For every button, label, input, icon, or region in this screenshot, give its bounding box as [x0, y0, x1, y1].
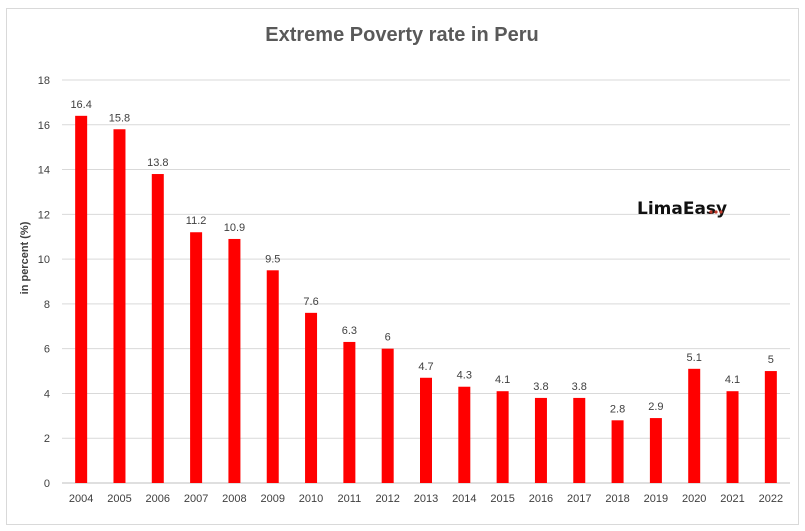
x-tick-label: 2018: [605, 493, 629, 505]
bar: [534, 397, 547, 483]
data-label: 6: [385, 332, 391, 344]
logo-dot: [714, 210, 718, 214]
bar: [266, 270, 279, 483]
gridlines: [62, 79, 790, 484]
bar: [496, 391, 509, 483]
data-label: 11.2: [186, 215, 207, 227]
logo-dot: [719, 210, 723, 214]
bar: [649, 418, 662, 483]
data-label: 16.4: [70, 99, 91, 111]
x-tick-label: 2021: [720, 493, 744, 505]
data-label: 13.8: [147, 157, 168, 169]
bar: [764, 371, 777, 483]
x-tick-label: 2017: [567, 493, 591, 505]
data-label: 6.3: [342, 325, 357, 337]
data-label: 2.8: [610, 403, 625, 415]
chart-title: Extreme Poverty rate in Peru: [265, 24, 538, 46]
y-tick-label: 0: [44, 478, 50, 490]
bar: [113, 129, 126, 483]
bar: [75, 115, 88, 484]
y-tick-label: 14: [38, 165, 50, 177]
bar: [726, 391, 739, 483]
data-label: 3.8: [572, 381, 587, 393]
data-labels: 16.4 15.8 13.8 11.2 10.9 9.5 7.6 6.3 6 4.7 4.3 4.1 3…: [70, 99, 773, 415]
bar: [228, 238, 241, 483]
x-tick-label: 2020: [682, 493, 706, 505]
bar: [573, 397, 586, 483]
x-tick-label: 2016: [529, 493, 553, 505]
x-tick-label: 2010: [299, 493, 323, 505]
data-label: 4.1: [725, 374, 740, 386]
x-tick-labels: 2004 2005 2006 2007 2008 2009 2010 2011 2012 2013…: [69, 493, 783, 505]
y-tick-label: 4: [44, 388, 50, 400]
x-tick-label: 2006: [146, 493, 170, 505]
data-label: 15.8: [109, 112, 130, 124]
data-label: 10.9: [224, 222, 245, 234]
y-tick-label: 2: [44, 433, 50, 445]
data-label: 4.3: [457, 370, 472, 382]
logo-dot: [709, 210, 713, 214]
x-tick-label: 2015: [490, 493, 514, 505]
x-tick-label: 2022: [759, 493, 783, 505]
y-tick-label: 8: [44, 299, 50, 311]
y-tick-label: 6: [44, 344, 50, 356]
y-tick-label: 16: [38, 120, 50, 132]
bar: [343, 341, 356, 483]
bar: [381, 348, 394, 483]
limaeasy-logo: LimaEasy: [637, 199, 727, 219]
x-tick-label: 2007: [184, 493, 208, 505]
bar: [151, 174, 164, 484]
data-label: 9.5: [265, 253, 280, 265]
bar: [190, 232, 203, 483]
y-axis-label: in percent (%): [19, 221, 31, 294]
bar: [420, 377, 432, 483]
bar: [305, 312, 318, 483]
bar: [458, 386, 471, 483]
x-tick-label: 2019: [644, 493, 668, 505]
y-tick-label: 12: [38, 209, 50, 221]
x-tick-label: 2014: [452, 493, 476, 505]
x-tick-label: 2009: [260, 493, 284, 505]
data-label: 7.6: [303, 296, 318, 308]
chart-frame: [6, 8, 799, 525]
y-tick-labels: 0 2 4 6 8 10 12 14 16 18: [38, 75, 50, 490]
data-label: 4.7: [418, 361, 433, 373]
x-tick-label: 2012: [375, 493, 399, 505]
x-tick-label: 2008: [222, 493, 246, 505]
x-tick-label: 2005: [107, 493, 131, 505]
bars: [75, 115, 777, 484]
y-tick-label: 18: [38, 75, 50, 87]
bar: [688, 368, 701, 483]
x-tick-label: 2011: [338, 493, 362, 505]
data-label: 5.1: [687, 352, 702, 364]
y-tick-label: 10: [38, 254, 50, 266]
x-tick-label: 2004: [69, 493, 93, 505]
data-label: 5: [768, 354, 774, 366]
data-label: 4.1: [495, 374, 510, 386]
data-label: 3.8: [533, 381, 548, 393]
data-label: 2.9: [648, 401, 663, 413]
x-tick-label: 2013: [414, 493, 438, 505]
bar: [611, 420, 624, 483]
limaeasy-logo-text: LimaEasy: [637, 199, 727, 219]
